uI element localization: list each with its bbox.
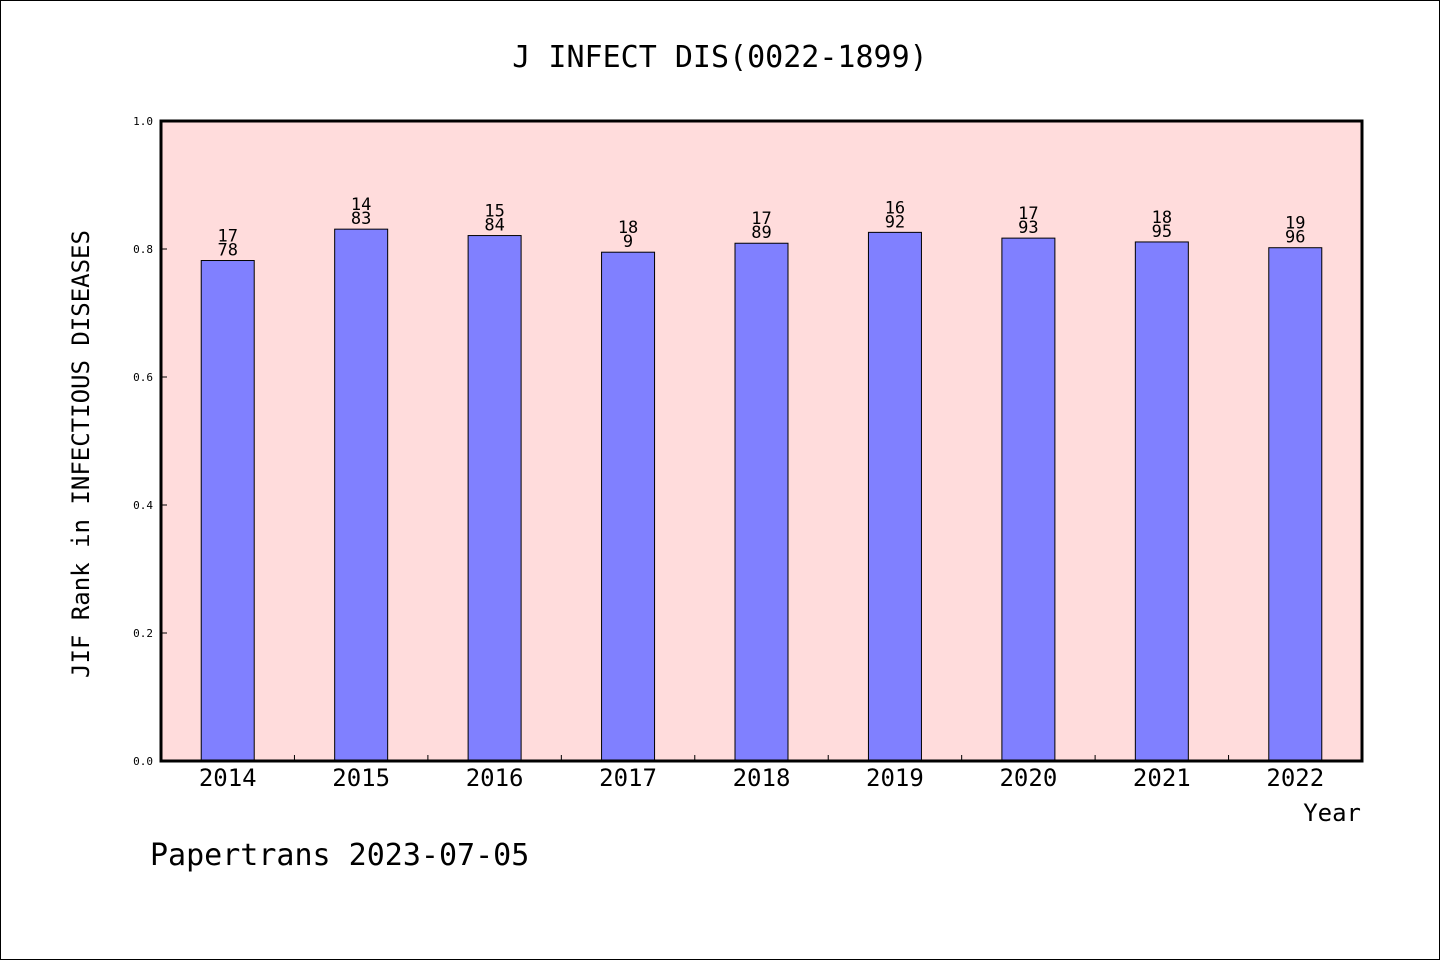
bar-total-label-2021: 95 [1152,222,1172,242]
x-tick-label-2021: 2021 [1133,764,1191,792]
y-axis: 0.0 0.2 0.4 0.6 0.8 1.0 [133,115,167,768]
bar-2014 [200,260,255,762]
x-tick-label-2017: 2017 [599,764,657,792]
bar-total-label-2022: 96 [1285,228,1305,248]
y-tick-label: 0.2 [133,627,153,640]
x-tick-label-2022: 2022 [1266,764,1324,792]
bar-rank-label-2014: 17 [217,227,237,247]
y-tick-label: 0.8 [133,243,153,256]
bar-total-label-2018: 89 [751,223,771,243]
bar-total-label-2020: 93 [1018,218,1038,238]
bar-2017 [601,251,656,762]
x-tick-label-2019: 2019 [866,764,924,792]
bar-rank-label-2018: 17 [751,209,771,229]
x-tick-label-2016: 2016 [466,764,524,792]
bar-total-label-2019: 92 [885,212,905,232]
bar-total-label-2016: 84 [484,216,504,236]
x-axis-label: Year [1303,799,1361,827]
bar-total-label-2014: 78 [217,241,237,261]
bar-2022 [1268,247,1323,762]
chart-title: J INFECT DIS(0022-1899) [512,40,927,75]
bar-rank-label-2016: 15 [484,202,504,222]
x-tick-label-2014: 2014 [199,764,257,792]
bar-2018 [734,242,789,762]
bar-rank-label-2017: 18 [618,218,638,238]
bar-total-label-2017: 9 [623,232,633,252]
bar-rank-label-2022: 19 [1285,214,1305,234]
y-axis-label: JIF Rank in INFECTIOUS DISEASES [67,230,95,678]
bar-rank-label-2015: 14 [351,195,371,215]
y-tick-label: 0.0 [133,755,153,768]
bar-rank-label-2019: 16 [885,198,905,218]
bar-total-label-2015: 83 [351,209,371,229]
bar-rank-label-2020: 17 [1018,204,1038,224]
bar-2021 [1134,241,1189,762]
plot-border [159,119,1364,763]
bar-2020 [1001,237,1056,762]
y-tick-label: 1.0 [133,115,153,128]
bar-2016 [467,235,522,762]
y-tick-label: 0.4 [133,499,153,512]
bar-2015 [334,228,389,762]
bar-rank-label-2021: 18 [1152,208,1172,228]
x-axis: 2014 2015 2016 2017 2018 2019 2020 2021 2022 [199,755,1324,792]
bars-group [200,228,1323,762]
x-tick-label-2015: 2015 [332,764,390,792]
x-tick-label-2018: 2018 [733,764,791,792]
x-tick-label-2020: 2020 [999,764,1057,792]
y-tick-label: 0.6 [133,371,153,384]
footer-watermark: Papertrans 2023-07-05 [150,838,529,873]
bar-2019 [867,231,922,762]
